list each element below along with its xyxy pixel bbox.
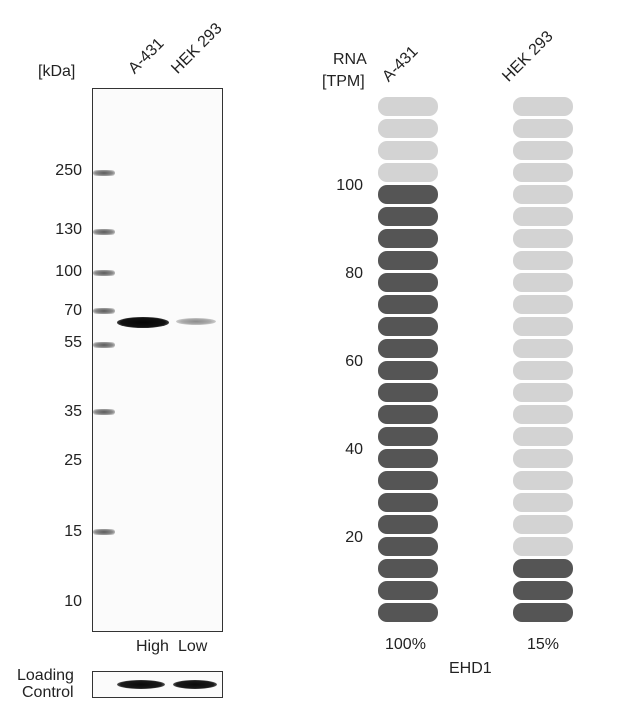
blot-lane-label-hek293: HEK 293: [168, 19, 226, 78]
rna-pill: [513, 559, 573, 578]
rna-percentage-a431: 100%: [385, 636, 426, 653]
rna-pill: [513, 493, 573, 512]
rna-pill: [513, 581, 573, 600]
ladder-band: [93, 529, 115, 535]
kda-unit-label: [kDa]: [38, 63, 76, 80]
rna-pill: [513, 97, 573, 116]
mw-label-100: 100: [55, 263, 82, 280]
y-tick-label: 20: [345, 529, 363, 546]
ladder-band: [93, 270, 115, 276]
rna-pill: [378, 295, 438, 314]
rna-pill: [378, 603, 438, 622]
y-tick-label: 60: [345, 353, 363, 370]
y-tick-label: 100: [336, 177, 363, 194]
rna-pill: [513, 295, 573, 314]
rna-pill: [513, 449, 573, 468]
mw-label-10: 10: [64, 593, 82, 610]
rna-sample-label-hek293: HEK 293: [499, 27, 557, 86]
rna-pill: [378, 207, 438, 226]
rna-pill: [513, 273, 573, 292]
rna-pill: [513, 405, 573, 424]
rna-sample-label-a431: A-431: [379, 43, 422, 86]
rna-pill: [513, 119, 573, 138]
mw-label-25: 25: [64, 452, 82, 469]
western-blot-image: [92, 88, 223, 632]
rna-pill: [378, 229, 438, 248]
ladder-band: [93, 170, 115, 176]
y-tick-label: 40: [345, 441, 363, 458]
rna-pill: [378, 317, 438, 336]
ladder-band: [93, 229, 115, 235]
rna-pill: [378, 185, 438, 204]
rna-pill: [513, 361, 573, 380]
rna-pill: [513, 141, 573, 160]
rna-pill: [378, 273, 438, 292]
rna-axis-label-line1: RNA: [333, 51, 367, 68]
rna-pill: [513, 515, 573, 534]
rna-pill: [378, 581, 438, 600]
loading-band-a431: [117, 680, 165, 689]
rna-pill: [378, 559, 438, 578]
rna-pill: [513, 537, 573, 556]
loading-control-label-line1: Loading: [17, 667, 74, 684]
rna-pill: [513, 383, 573, 402]
ladder-band: [93, 409, 115, 415]
rna-pill: [378, 339, 438, 358]
mw-label-15: 15: [64, 523, 82, 540]
rna-pill: [513, 207, 573, 226]
rna-pill: [378, 493, 438, 512]
rna-pill: [513, 185, 573, 204]
loading-control-label-line2: Control: [22, 684, 74, 701]
rna-pill: [378, 141, 438, 160]
mw-label-250: 250: [55, 162, 82, 179]
rna-pill: [378, 361, 438, 380]
rna-pill: [513, 229, 573, 248]
expression-label-high: High: [136, 638, 169, 655]
blot-lane-label-a431: A-431: [125, 35, 168, 78]
mw-label-35: 35: [64, 403, 82, 420]
rna-pill: [513, 427, 573, 446]
rna-pill: [378, 383, 438, 402]
rna-pill: [378, 119, 438, 138]
mw-label-130: 130: [55, 221, 82, 238]
mw-label-70: 70: [64, 302, 82, 319]
protein-band-hek293: [176, 318, 216, 325]
rna-percentage-hek293: 15%: [527, 636, 560, 653]
rna-pill: [378, 97, 438, 116]
loading-band-hek293: [173, 680, 217, 689]
rna-pill: [378, 515, 438, 534]
y-tick-label: 80: [345, 265, 363, 282]
rna-pill: [378, 471, 438, 490]
rna-pill: [513, 163, 573, 182]
rna-pill: [378, 251, 438, 270]
rna-pill: [378, 163, 438, 182]
rna-pill: [513, 603, 573, 622]
rna-pill: [513, 251, 573, 270]
ladder-band: [93, 308, 115, 314]
rna-pill: [378, 537, 438, 556]
rna-pill: [378, 449, 438, 468]
rna-pill: [513, 471, 573, 490]
rna-pill: [378, 427, 438, 446]
protein-band-a431: [117, 317, 169, 328]
expression-label-low: Low: [178, 638, 208, 655]
mw-label-55: 55: [64, 334, 82, 351]
rna-axis-label-line2: [TPM]: [322, 73, 365, 90]
rna-pill: [378, 405, 438, 424]
rna-pill: [513, 339, 573, 358]
loading-control-blot: [92, 671, 223, 698]
rna-pill: [513, 317, 573, 336]
gene-name: EHD1: [449, 660, 492, 677]
ladder-band: [93, 342, 115, 348]
